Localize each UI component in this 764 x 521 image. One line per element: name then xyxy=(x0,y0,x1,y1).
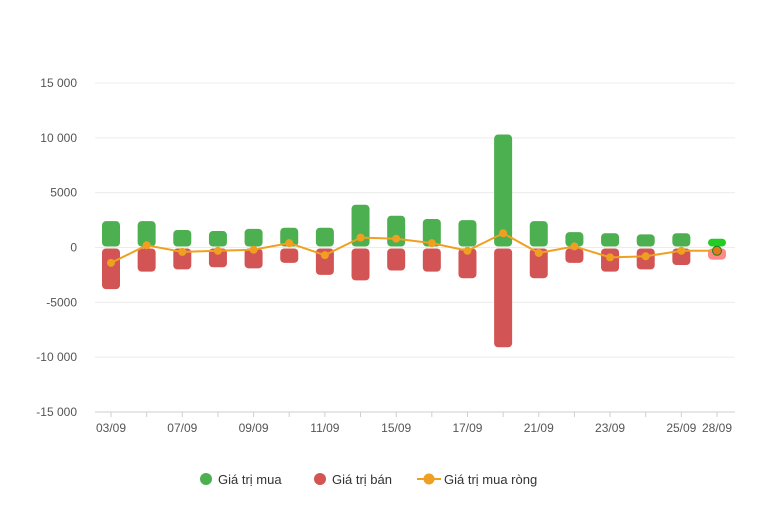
legend-swatch xyxy=(200,473,212,485)
net-point xyxy=(499,229,508,238)
x-tick-label: 21/09 xyxy=(524,421,554,435)
legend-label: Giá trị mua xyxy=(218,472,282,487)
net-point xyxy=(534,248,543,257)
x-tick-label: 28/09 xyxy=(702,421,732,435)
buy-bar xyxy=(137,221,156,247)
net-point xyxy=(570,242,579,251)
net-line xyxy=(110,232,717,264)
x-axis: 03/09 07/09 09/09 11/09 15/09 17/09 21/09 23/09… xyxy=(96,412,732,435)
y-tick-label: -5000 xyxy=(46,295,77,309)
sell-bar xyxy=(565,248,584,263)
buy-bar xyxy=(208,231,227,247)
sell-bar xyxy=(137,248,156,272)
net-point xyxy=(463,246,472,255)
buy-bar xyxy=(102,221,120,247)
net-point xyxy=(107,258,115,267)
legend-label: Giá trị mua ròng xyxy=(444,472,537,487)
grid-layer xyxy=(95,82,735,413)
net-point xyxy=(178,247,187,256)
y-tick-label: -15 000 xyxy=(36,405,77,419)
buy-bar xyxy=(351,204,370,247)
sell-bar xyxy=(672,248,691,266)
sell-bar xyxy=(387,248,406,271)
line-layer xyxy=(107,229,722,267)
y-tick-label: 10 000 xyxy=(40,131,77,145)
buy-bar xyxy=(280,227,299,247)
net-point xyxy=(213,246,222,255)
legend-item[interactable]: Giá trị bán xyxy=(314,472,392,487)
buy-bar xyxy=(636,234,655,247)
sell-bar xyxy=(351,248,370,281)
sell-bar xyxy=(280,248,299,263)
sell-bar xyxy=(173,248,192,270)
net-point xyxy=(285,239,294,248)
legend-swatch xyxy=(314,473,326,485)
buy-bar xyxy=(315,227,334,247)
net-point xyxy=(249,245,258,254)
buy-bar xyxy=(565,232,584,247)
y-tick-label: -10 000 xyxy=(36,350,77,364)
net-point xyxy=(392,234,401,243)
net-point xyxy=(677,246,686,255)
buy-bar xyxy=(672,233,691,247)
net-point xyxy=(142,241,151,250)
net-point xyxy=(641,252,650,261)
legend-swatch xyxy=(423,473,435,485)
net-point xyxy=(606,253,615,262)
sell-bar xyxy=(458,248,477,279)
sell-bar xyxy=(208,248,227,268)
x-tick-label: 07/09 xyxy=(167,421,197,435)
x-tick-label: 03/09 xyxy=(96,421,126,435)
buy-bar xyxy=(458,220,477,247)
x-tick-label: 17/09 xyxy=(452,421,482,435)
x-tick-label: 15/09 xyxy=(381,421,411,435)
sell-bar xyxy=(422,248,441,272)
sell-bar xyxy=(315,248,334,275)
buy-bar xyxy=(601,233,620,247)
legend[interactable]: Giá trị mua Giá trị bán Giá trị mua ròng xyxy=(200,472,537,487)
buy-bar xyxy=(529,221,548,247)
buy-bar xyxy=(422,218,441,247)
y-tick-label: 0 xyxy=(70,241,77,255)
x-tick-label: 09/09 xyxy=(239,421,269,435)
net-point xyxy=(356,233,365,242)
y-tick-label: 15 000 xyxy=(40,76,77,90)
x-tick-label: 11/09 xyxy=(310,421,339,435)
net-point xyxy=(320,251,329,260)
y-tick-label: 5000 xyxy=(50,186,77,200)
y-axis: 15 000 10 000 5000 0 -5000 -10 000 -15 000 xyxy=(36,76,77,419)
x-tick-label: 23/09 xyxy=(595,421,625,435)
buy-bar xyxy=(708,238,726,247)
buy-bar xyxy=(494,134,513,247)
net-point xyxy=(712,245,722,256)
buy-bar xyxy=(244,228,263,247)
x-tick-label: 25/09 xyxy=(666,421,696,435)
buy-bar xyxy=(173,229,192,247)
bars-layer xyxy=(102,134,726,348)
sell-bar xyxy=(529,248,548,279)
sell-bar xyxy=(244,248,263,269)
legend-label: Giá trị bán xyxy=(332,472,392,487)
legend-item[interactable]: Giá trị mua ròng xyxy=(417,472,537,487)
net-point xyxy=(427,239,436,248)
legend-item[interactable]: Giá trị mua xyxy=(200,472,282,487)
sell-bar xyxy=(102,248,120,290)
sell-bar xyxy=(494,248,513,348)
